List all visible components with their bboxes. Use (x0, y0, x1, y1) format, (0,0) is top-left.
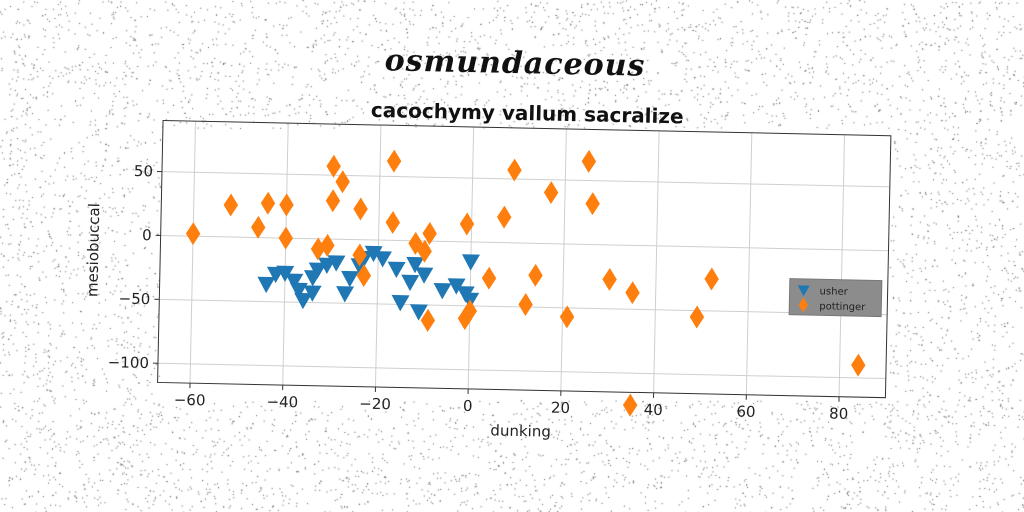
pottinger-point (497, 205, 512, 229)
usher-point (447, 278, 466, 295)
pottinger-point (408, 231, 423, 255)
pottinger-point (559, 305, 575, 329)
legend-box (788, 278, 883, 318)
pottinger-point (335, 170, 350, 194)
usher-point (276, 265, 295, 283)
usher-point (406, 256, 425, 274)
pottinger-point (528, 263, 543, 287)
usher-point (285, 273, 304, 290)
x-grid-line (189, 121, 197, 384)
pottinger-point (543, 181, 559, 205)
series-pottinger (185, 149, 866, 417)
x-tick-label: 0 (463, 397, 473, 415)
pottinger-point (704, 267, 719, 291)
legend: usher pottinger (788, 278, 883, 318)
x-grid-line (745, 132, 753, 395)
usher-point (433, 283, 452, 300)
pottinger-point (320, 233, 335, 257)
legend-marker-pottinger (798, 297, 809, 313)
y-grid-line (157, 362, 886, 380)
x-tick-label: 40 (644, 401, 663, 419)
x-tick-label: 80 (829, 405, 848, 423)
usher-point (294, 292, 313, 310)
y-tick-label: 50 (134, 162, 153, 180)
pottinger-point (585, 192, 600, 216)
usher-point (327, 255, 346, 272)
pottinger-point (325, 189, 341, 213)
x-grid-line (838, 134, 846, 397)
pottinger-point (352, 243, 367, 267)
plot-frame (157, 119, 892, 399)
legend-label-pottinger: pottinger (819, 301, 866, 313)
tick-marks: −60 −40 −20 0 20 40 60 80 50 0 −50 −100 (108, 162, 849, 423)
pottinger-point (356, 264, 372, 288)
pottinger-point (581, 149, 597, 173)
usher-point (257, 276, 276, 294)
chart-rotated-group: cacochymy vallum sacralize −60 −40 −20 0 20 4… (83, 98, 892, 441)
x-grid-line (560, 128, 567, 391)
pottinger-point (602, 267, 617, 291)
grid-lines (157, 121, 890, 397)
y-grid-line (161, 171, 890, 188)
pottinger-point (851, 353, 866, 377)
pottinger-point (518, 293, 533, 316)
pottinger-point (279, 193, 294, 217)
usher-point (409, 304, 428, 321)
pottinger-point (507, 158, 522, 182)
pottinger-point (386, 149, 402, 173)
pottinger-point (462, 299, 478, 323)
pottinger-point (223, 193, 239, 217)
pottinger-point (622, 393, 638, 417)
pottinger-point (278, 226, 294, 250)
pottinger-point (385, 210, 401, 234)
data-markers (185, 149, 866, 417)
x-tick-label: −40 (266, 393, 298, 412)
pottinger-point (353, 197, 368, 221)
chart-title: cacochymy vallum sacralize (371, 98, 684, 129)
usher-point (303, 285, 322, 302)
x-axis-label: dunking (490, 421, 551, 440)
pottinger-point (185, 222, 201, 246)
y-tick-label: 0 (142, 226, 152, 244)
legend-marker-usher (797, 285, 810, 297)
x-grid-line (282, 123, 289, 386)
usher-point (373, 251, 392, 268)
y-grid-line (160, 234, 889, 252)
usher-point (341, 270, 360, 288)
y-tick-label: −100 (108, 353, 150, 372)
x-tick-label: 60 (736, 403, 755, 421)
usher-point (415, 267, 434, 284)
usher-point (289, 282, 308, 299)
y-axis-label: mesiobuccal (83, 203, 103, 297)
y-tick-label: −50 (118, 290, 150, 309)
usher-point (401, 274, 420, 292)
pottinger-point (625, 281, 640, 305)
usher-point (308, 262, 327, 279)
usher-point (391, 294, 410, 312)
x-tick-label: −60 (174, 391, 206, 410)
x-tick-label: −20 (359, 395, 391, 414)
series-usher (257, 245, 480, 321)
pottinger-point (422, 221, 437, 245)
usher-point (387, 261, 406, 279)
pottinger-point (689, 305, 705, 329)
x-tick-label: 20 (551, 399, 570, 417)
pottinger-point (481, 266, 497, 290)
pottinger-point (326, 154, 341, 178)
legend-label-usher: usher (819, 286, 848, 298)
usher-point (336, 286, 355, 303)
pottinger-point (417, 239, 432, 263)
usher-point (364, 245, 383, 263)
pottinger-point (250, 215, 266, 239)
pottinger-point (459, 212, 475, 236)
pottinger-point (420, 308, 436, 332)
pottinger-point (260, 191, 276, 215)
usher-point (461, 254, 480, 271)
x-grid-line (653, 130, 660, 393)
